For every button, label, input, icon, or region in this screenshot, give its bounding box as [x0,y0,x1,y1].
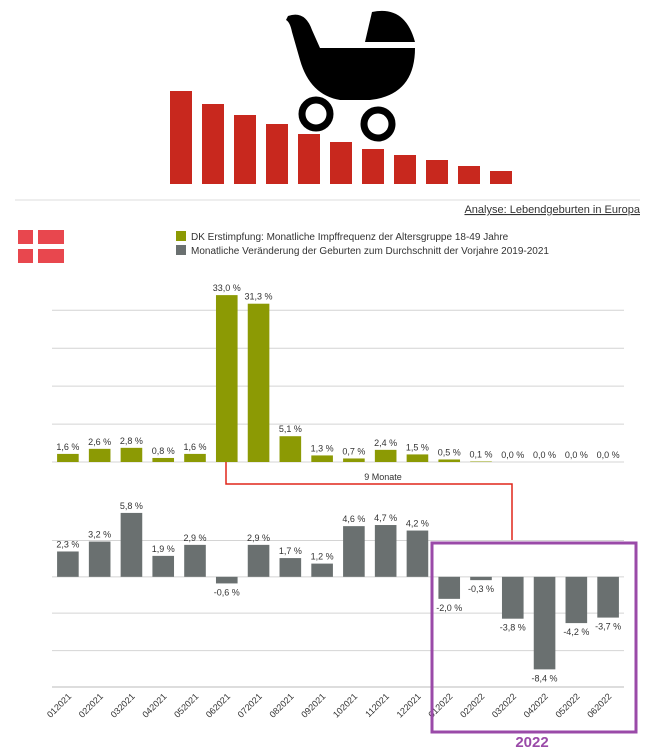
x-tick-label: 112021 [363,691,391,719]
bar [343,458,365,462]
value-label: 0,1 % [469,449,492,459]
value-label: 3,2 % [88,530,111,540]
value-label: 2,9 % [183,533,206,543]
bar [343,526,365,577]
danish-flag [18,230,64,263]
bar [566,577,588,623]
value-label: 5,1 % [279,424,302,434]
value-label: 0,0 % [533,450,556,460]
value-label: 0,7 % [342,446,365,456]
value-label: 31,3 % [245,292,273,302]
value-label: 1,7 % [279,546,302,556]
value-label: 2,6 % [88,437,111,447]
bar [121,448,143,462]
bar [121,513,143,577]
x-tick-label: 022021 [77,691,105,719]
x-tick-label: 022022 [458,691,486,719]
x-tick-label: 042022 [522,691,550,719]
bar [438,459,460,462]
bar [89,542,111,577]
bar [248,545,270,577]
legend-label: Monatliche Veränderung der Geburten zum … [191,246,549,257]
bar [248,304,270,462]
value-label: 5,8 % [120,501,143,511]
bar [57,551,79,576]
bar [280,436,302,462]
legend: DK Erstimpfung: Monatliche Impffrequenz … [176,231,549,257]
legend-label: DK Erstimpfung: Monatliche Impffrequenz … [191,232,509,243]
bar [311,455,333,462]
bar [407,531,429,577]
value-label: 2,3 % [56,539,79,549]
value-label: 4,6 % [342,514,365,524]
bar [534,577,556,670]
legend-swatch [176,231,186,241]
x-tick-label: 072021 [236,691,264,719]
bar [470,577,492,580]
value-label: 4,7 % [374,513,397,523]
bar [152,458,174,462]
value-label: 0,0 % [597,450,620,460]
analysis-title: Analyse: Lebendgeburten in Europa [464,204,640,216]
value-label: 2,4 % [374,438,397,448]
annotation: 9 Monate [364,472,402,482]
x-tick-label: 012021 [45,691,73,719]
x-tick-label: 042021 [140,691,168,719]
bar [502,577,524,619]
value-label: 0,8 % [152,446,175,456]
x-tick-label: 102021 [331,691,359,719]
highlight-label: 2022 [515,734,548,751]
x-tick-label: 082021 [267,691,295,719]
x-tick-label: 032022 [490,691,518,719]
value-label: 1,5 % [406,442,429,452]
x-tick-label: 062021 [204,691,232,719]
legend-swatch [176,245,186,255]
x-tick-label: 052022 [553,691,581,719]
bar [438,577,460,599]
value-label: 1,6 % [56,442,79,452]
value-label: -3,8 % [500,623,526,633]
header-logo [15,11,640,200]
bar [184,454,206,462]
value-label: 1,2 % [311,552,334,562]
value-label: -2,0 % [436,603,462,613]
value-label: 1,3 % [311,443,334,453]
value-label: 0,5 % [438,447,461,457]
bar [375,525,397,577]
value-label: -4,2 % [563,627,589,637]
value-label: 1,9 % [152,544,175,554]
bar [184,545,206,577]
value-label: 4,2 % [406,519,429,529]
value-label: 2,9 % [247,533,270,543]
bar [89,449,111,462]
plot: 1,6 % 2,6 % 2,8 % 0,8 % 1,6 % 33,0 % 31,3 % 5,1… [45,283,624,720]
x-tick-label: 032021 [109,691,137,719]
value-label: 0,0 % [565,450,588,460]
bar [280,558,302,577]
value-label: -8,4 % [532,673,558,683]
value-label: 1,6 % [183,442,206,452]
value-label: -3,7 % [595,622,621,632]
value-label: -0,3 % [468,584,494,594]
x-tick-label: 122021 [395,691,423,719]
x-tick-label: 092021 [299,691,327,719]
bar [216,295,238,462]
value-label: -0,6 % [214,587,240,597]
bar [216,577,238,584]
bar [57,454,79,462]
x-tick-label: 062022 [585,691,613,719]
bar [375,450,397,462]
value-label: 33,0 % [213,283,241,293]
page: Analyse: Lebendgeburten in Europa DK Ers… [0,0,646,755]
bar [311,564,333,577]
bar [407,454,429,462]
value-label: 2,8 % [120,436,143,446]
bar [470,461,492,462]
bar [152,556,174,577]
value-label: 0,0 % [501,450,524,460]
bar [597,577,619,618]
x-tick-label: 052021 [172,691,200,719]
